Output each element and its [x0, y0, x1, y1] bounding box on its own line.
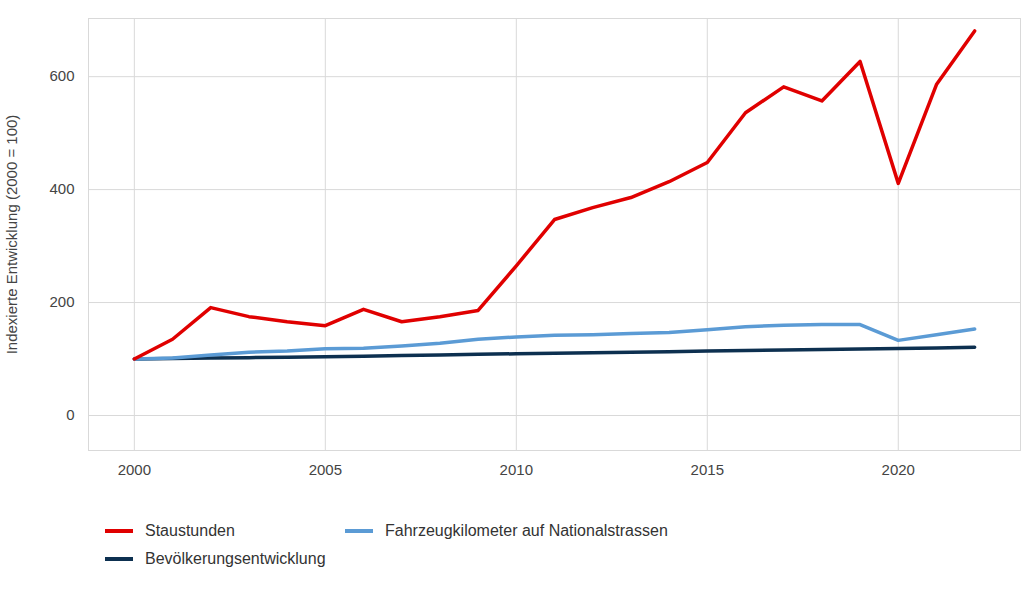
svg-text:2010: 2010 — [500, 461, 533, 478]
svg-text:0: 0 — [66, 406, 74, 423]
svg-text:400: 400 — [49, 180, 74, 197]
svg-text:2015: 2015 — [691, 461, 724, 478]
html-text:Fahrzeugkilometer auf National: Fahrzeugkilometer auf Nationalstrassen — [385, 522, 668, 539]
svg-text:2000: 2000 — [118, 461, 151, 478]
svg-text:2005: 2005 — [309, 461, 342, 478]
svg-text:200: 200 — [49, 293, 74, 310]
svg-text:2020: 2020 — [882, 461, 915, 478]
html-text:Staustunden: Staustunden — [145, 522, 235, 539]
svg-text:600: 600 — [49, 67, 74, 84]
html-text:Bevölkerungsentwicklung: Bevölkerungsentwicklung — [145, 550, 326, 567]
svg-text:Indexierte Entwicklung (2000 =: Indexierte Entwicklung (2000 = 100) — [3, 115, 20, 355]
